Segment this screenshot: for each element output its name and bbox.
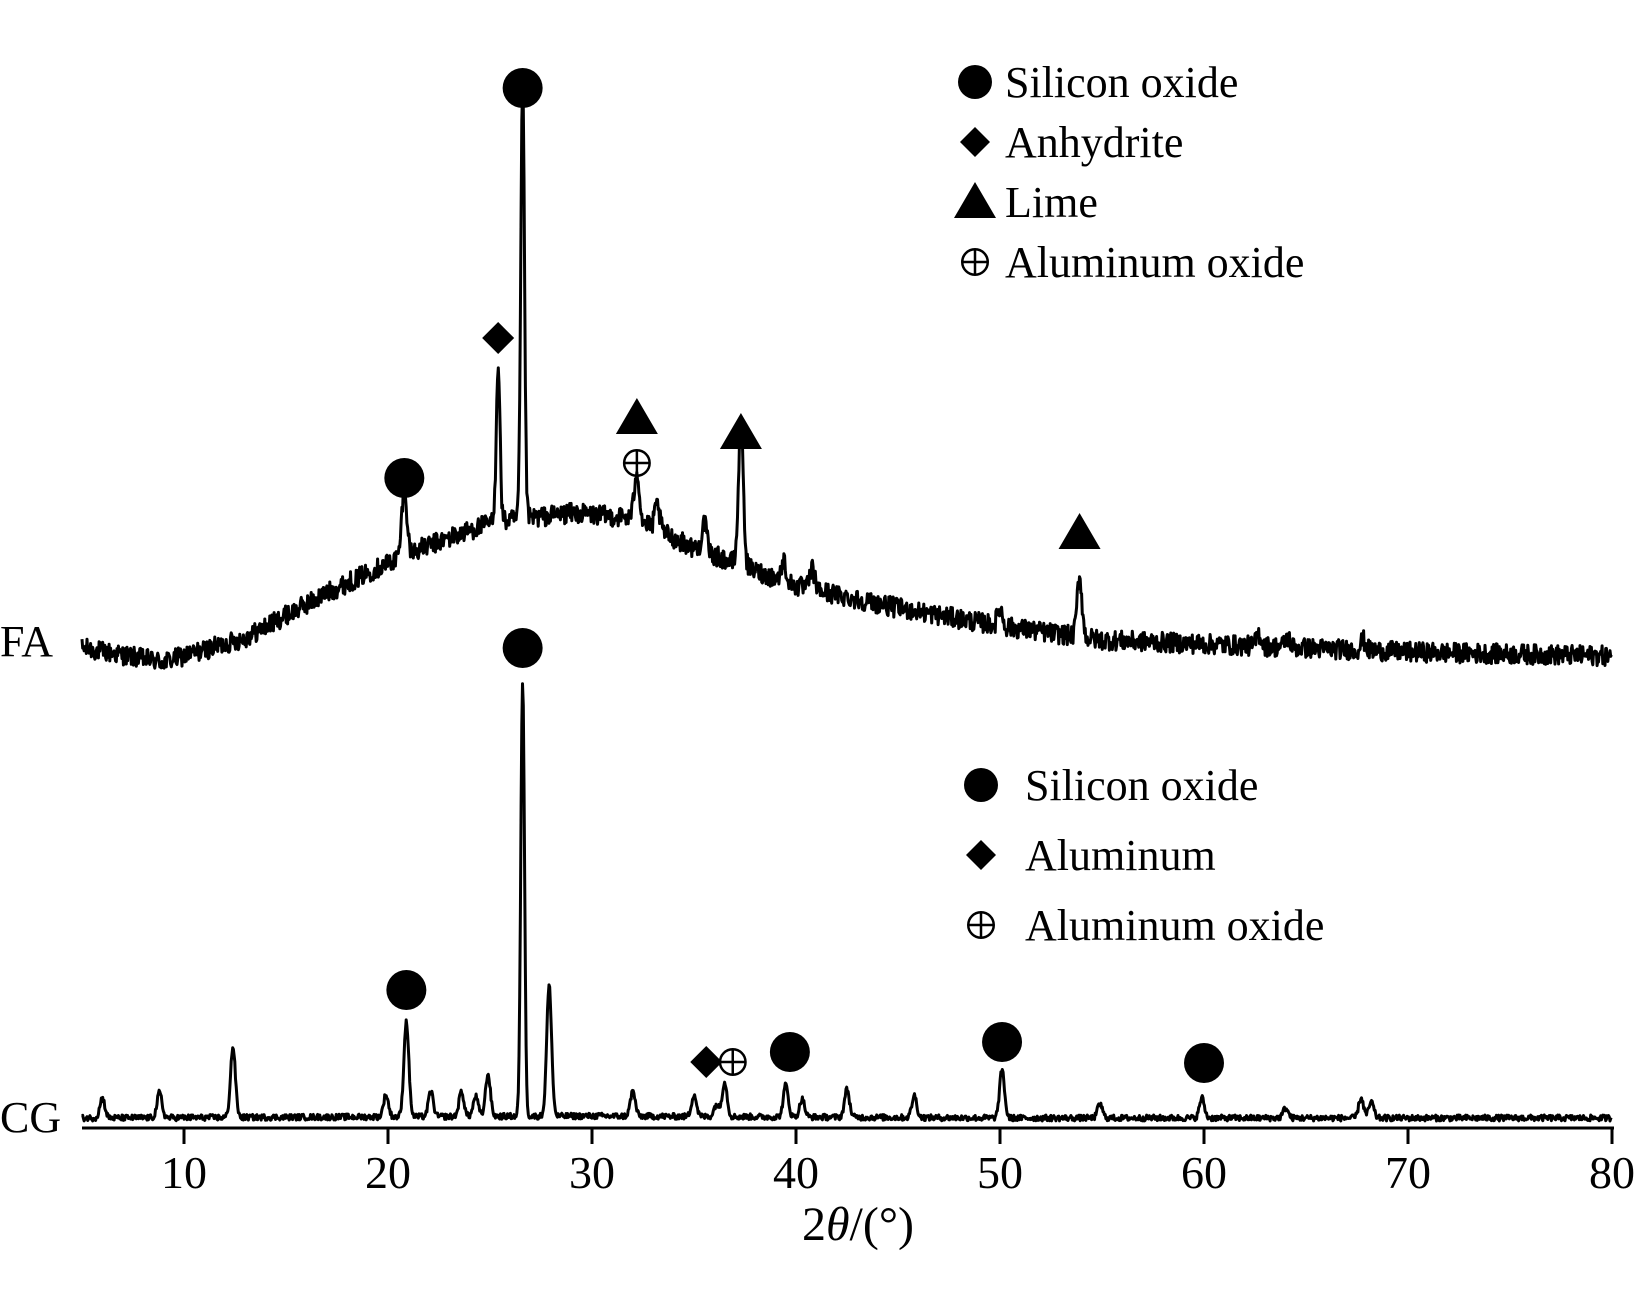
legend-label: Aluminum xyxy=(1025,831,1216,880)
legend-circle-icon xyxy=(964,768,998,802)
legend-circle-icon xyxy=(958,65,992,99)
x-axis-title-suffix: /(°) xyxy=(850,1198,915,1251)
circle-marker xyxy=(502,68,543,108)
series-label-cg: CG xyxy=(0,1093,61,1142)
circle-marker xyxy=(386,970,427,1010)
x-tick-label: 10 xyxy=(161,1147,207,1198)
x-tick-label: 70 xyxy=(1385,1147,1431,1198)
x-axis-title-prefix: 2 xyxy=(802,1198,826,1251)
legend-label: Silicon oxide xyxy=(1005,58,1238,107)
x-tick-label: 30 xyxy=(569,1147,615,1198)
x-tick-label: 40 xyxy=(773,1147,819,1198)
triangle-marker xyxy=(615,398,658,434)
legend-triangle-icon xyxy=(954,182,996,218)
legend-label: Lime xyxy=(1005,178,1098,227)
circle-plus-marker xyxy=(718,1048,747,1076)
legend-diamond-icon xyxy=(960,127,990,157)
circle-marker xyxy=(982,1022,1023,1062)
diamond-marker xyxy=(482,322,515,354)
x-axis-title-symbol: θ xyxy=(826,1198,850,1251)
legend-label: Silicon oxide xyxy=(1025,761,1258,810)
x-axis-ticks: 10 20 30 40 50 60 70 80 xyxy=(161,1128,1635,1198)
series-line-fa xyxy=(80,89,1613,670)
circle-marker xyxy=(502,628,543,668)
x-tick-label: 20 xyxy=(365,1147,411,1198)
phase-markers-group xyxy=(384,68,1224,1083)
legend-label: Aluminum oxide xyxy=(1005,238,1304,287)
x-axis-title: 2θ/(°) xyxy=(802,1198,914,1251)
x-tick-label: 60 xyxy=(1181,1147,1227,1198)
legend-diamond-icon xyxy=(966,840,996,870)
legend-label: Aluminum oxide xyxy=(1025,901,1324,950)
legend-label: Anhydrite xyxy=(1005,118,1183,167)
x-tick-label: 80 xyxy=(1589,1147,1635,1198)
circle-marker xyxy=(384,458,425,498)
series-line-cg xyxy=(81,682,1613,1123)
series-group xyxy=(80,89,1613,1123)
series-label-fa: FA xyxy=(0,617,53,666)
circle-marker xyxy=(769,1032,810,1072)
circle-marker xyxy=(1184,1043,1224,1083)
legend-circle-plus-icon xyxy=(967,911,995,939)
x-tick-label: 50 xyxy=(977,1147,1023,1198)
circle-plus-marker xyxy=(622,449,651,477)
legend-circle-plus-icon xyxy=(961,248,989,276)
diamond-marker xyxy=(690,1046,723,1078)
triangle-marker xyxy=(1058,513,1101,549)
legends-group: Silicon oxide Anhydrite Lime Aluminum oxide… xyxy=(954,58,1324,950)
triangle-marker xyxy=(719,413,762,449)
